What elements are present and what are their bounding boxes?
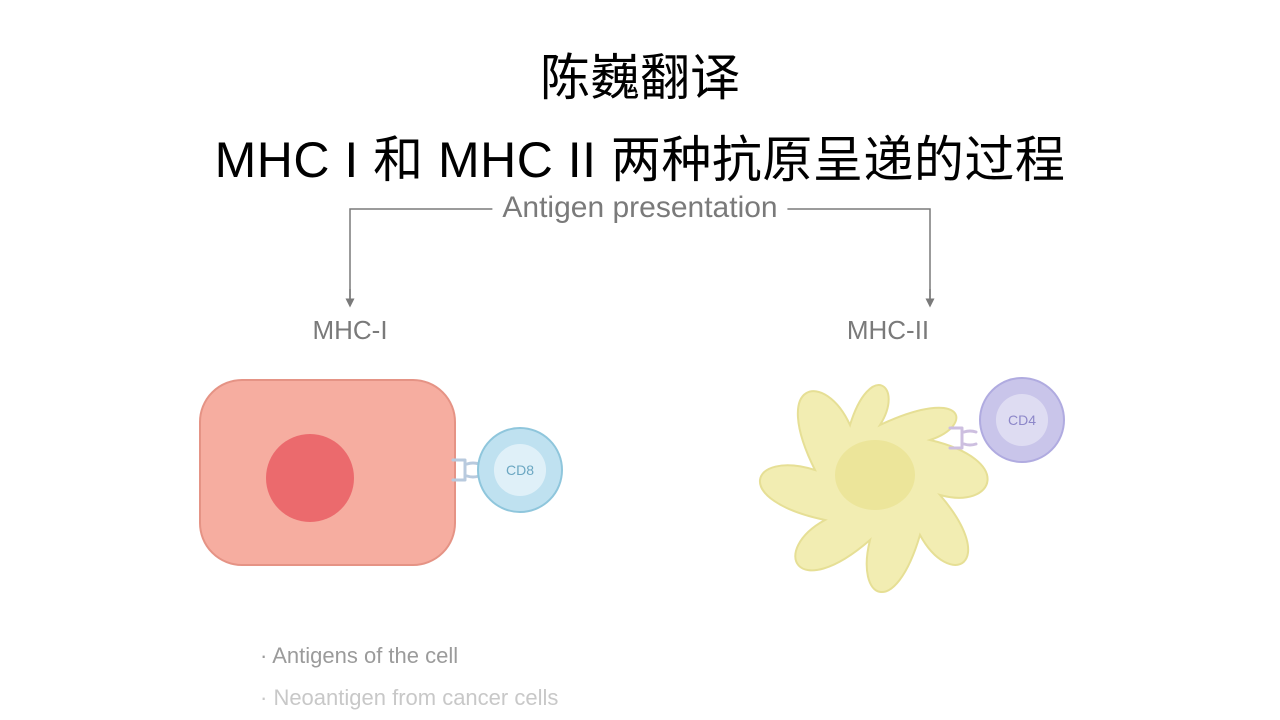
bracket-wrap: Antigen presentation xyxy=(320,195,960,315)
svg-text:CD8: CD8 xyxy=(506,462,534,478)
bullets: · Antigens of the cell · Neoantigen from… xyxy=(260,635,558,719)
diagram-area: CD8 CD4 xyxy=(0,345,1280,685)
title-main: 陈巍翻译 xyxy=(0,38,1280,110)
bracket-label: Antigen presentation xyxy=(492,191,787,225)
bullet-2: · Neoantigen from cancer cells xyxy=(260,677,558,719)
cells-svg: CD8 CD4 xyxy=(0,345,1280,720)
svg-text:CD4: CD4 xyxy=(1008,412,1036,428)
bullet-1: · Antigens of the cell xyxy=(260,635,558,677)
mhc1-label: MHC-I xyxy=(290,315,410,346)
mhc2-label: MHC-II xyxy=(828,315,948,346)
title-sub: MHC I 和 MHC II 两种抗原呈递的过程 xyxy=(0,120,1280,192)
